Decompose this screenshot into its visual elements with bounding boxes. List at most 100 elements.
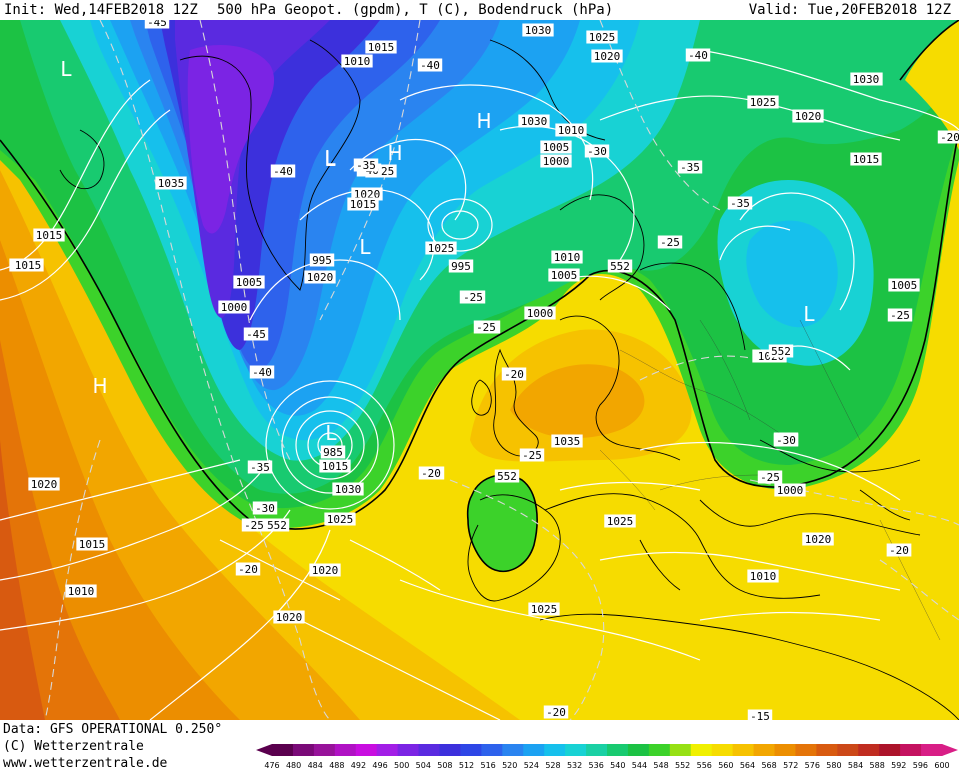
scale-swatch-11 <box>502 744 524 756</box>
scale-tick-label: 548 <box>653 761 668 770</box>
temperature-label-2: -40 <box>270 164 296 178</box>
scale-tick-label: 520 <box>502 761 517 770</box>
pressure-label-15: 1010 <box>555 123 587 137</box>
svg-text:1020: 1020 <box>307 271 334 284</box>
svg-text:1025: 1025 <box>607 515 634 528</box>
temperature-label-18: -25 <box>657 235 683 249</box>
field-iberia-cutoff <box>467 475 538 572</box>
svg-text:1025: 1025 <box>531 603 558 616</box>
svg-text:1025: 1025 <box>428 242 455 255</box>
svg-text:1025: 1025 <box>327 513 354 526</box>
borders <box>599 319 941 641</box>
svg-text:1030: 1030 <box>335 483 362 496</box>
scale-tick-label: 480 <box>286 761 301 770</box>
pressure-label-8: 1005 <box>233 275 265 289</box>
temperature-label-11: -30 <box>584 144 610 158</box>
pressure-label-35: 1020 <box>28 477 60 491</box>
svg-text:995: 995 <box>451 260 471 273</box>
temperature-label-31: -25 <box>473 320 499 334</box>
svg-text:-45: -45 <box>147 20 167 29</box>
svg-text:-25: -25 <box>890 309 910 322</box>
pressure-label-28: 1015 <box>319 459 351 473</box>
scale-tick-label: 580 <box>826 761 841 770</box>
svg-text:1020: 1020 <box>276 611 303 624</box>
svg-text:-25: -25 <box>522 449 542 462</box>
temperature-label-28: -30 <box>773 433 799 447</box>
pressure-center-h-8: H <box>92 374 107 398</box>
field-far-east-warm <box>905 20 959 150</box>
svg-text:1030: 1030 <box>521 115 548 128</box>
temperature-label-25: -20 <box>886 543 912 557</box>
pressure-label-17: 1000 <box>540 154 572 168</box>
scale-swatch-30 <box>900 744 922 756</box>
init-time: Init: Wed,14FEB2018 12Z <box>4 2 198 18</box>
pressure-label-46: 1025 <box>604 514 636 528</box>
temperature-label-24: -15 <box>747 709 773 720</box>
temperature-label-7: -25 <box>241 518 267 532</box>
svg-text:1000: 1000 <box>777 484 804 497</box>
svg-text:1015: 1015 <box>368 41 395 54</box>
svg-text:-25: -25 <box>476 321 496 334</box>
svg-text:552: 552 <box>497 470 517 483</box>
scale-tick-label: 508 <box>437 761 452 770</box>
scale-swatch-10 <box>481 744 503 756</box>
contour-552 <box>0 129 959 530</box>
scale-tick-label: 584 <box>848 761 863 770</box>
temperature-label-10: -35 <box>353 158 379 172</box>
scale-swatch-13 <box>544 744 566 756</box>
svg-text:-40: -40 <box>252 366 272 379</box>
pressure-label-22: 1010 <box>551 250 583 264</box>
data-source: Data: GFS OPERATIONAL 0.250° <box>3 722 223 737</box>
copyright: (C) Wetterzentrale <box>3 739 144 754</box>
scale-swatch-26 <box>816 744 838 756</box>
svg-text:1005: 1005 <box>891 279 918 292</box>
svg-text:1005: 1005 <box>543 141 570 154</box>
temperature-label-23: -20 <box>543 705 569 719</box>
scale-swatch-17 <box>627 744 650 756</box>
svg-text:1030: 1030 <box>853 73 880 86</box>
scale-swatch-2 <box>313 744 336 756</box>
temperature-label-5: -35 <box>247 460 273 474</box>
svg-text:995: 995 <box>312 254 332 267</box>
pressure-center-h-5: H <box>387 141 402 165</box>
temperature-label-3: -45 <box>243 327 269 341</box>
svg-text:1035: 1035 <box>158 177 185 190</box>
scale-tick-label: 476 <box>264 761 279 770</box>
pressure-center-l-2: L <box>359 235 371 259</box>
pressure-center-l-1: L <box>324 146 336 170</box>
svg-text:1025: 1025 <box>589 31 616 44</box>
scale-tick-label: 560 <box>718 761 733 770</box>
svg-text:-20: -20 <box>940 131 959 144</box>
svg-text:1015: 1015 <box>853 153 880 166</box>
svg-text:1020: 1020 <box>805 533 832 546</box>
field-east-low-core <box>746 220 838 328</box>
scale-swatch-24 <box>774 744 796 756</box>
scale-tick-label: 552 <box>675 761 690 770</box>
svg-text:1010: 1010 <box>750 570 777 583</box>
pressure-label-23: 1005 <box>548 268 580 282</box>
svg-text:1000: 1000 <box>221 301 248 314</box>
scale-tick-label: 524 <box>524 761 539 770</box>
scale-tick-label: 536 <box>589 761 604 770</box>
svg-text:1020: 1020 <box>312 564 339 577</box>
svg-text:-45: -45 <box>246 328 266 341</box>
svg-text:-30: -30 <box>587 145 607 158</box>
temperature-label-30: -20 <box>937 130 959 144</box>
svg-text:552: 552 <box>771 345 791 358</box>
pressure-center-l-3: L <box>325 421 337 445</box>
scale-tick-label: 564 <box>740 761 755 770</box>
pressure-label-39: 1000 <box>774 483 806 497</box>
scale-swatch-21 <box>711 744 734 756</box>
temperature-label-6: -30 <box>252 501 278 515</box>
pressure-label-11: 985 <box>320 445 346 459</box>
scale-swatch-25 <box>795 744 817 756</box>
scale-tick-label: 544 <box>632 761 647 770</box>
pressure-label-16: 1005 <box>540 140 572 154</box>
pressure-label-49: 1030 <box>850 72 882 86</box>
scale-tick-label: 540 <box>610 761 625 770</box>
pressure-label-26: 1025 <box>425 241 457 255</box>
scale-tick-label: 532 <box>567 761 582 770</box>
svg-text:-40: -40 <box>273 165 293 178</box>
pressure-label-25: 995 <box>448 259 474 273</box>
svg-text:1005: 1005 <box>236 276 263 289</box>
